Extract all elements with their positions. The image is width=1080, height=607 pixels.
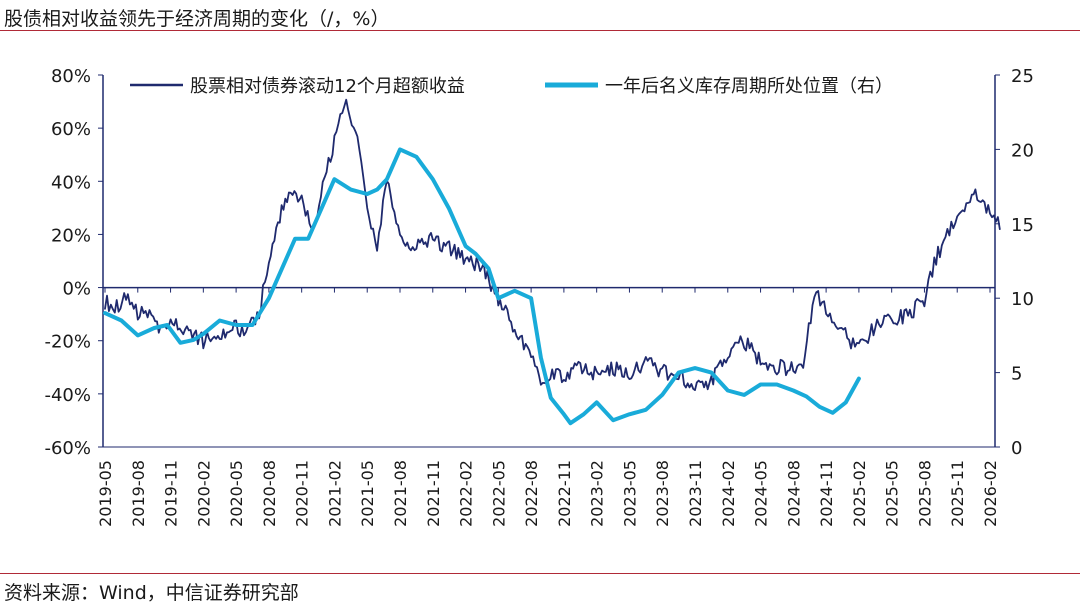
- x-tick-label: 2019-05: [96, 460, 115, 527]
- y-right-tick-label: 20: [1011, 140, 1034, 161]
- x-tick-label: 2026-02: [981, 460, 1000, 527]
- x-tick-label: 2023-02: [588, 460, 607, 527]
- y-left-tick-label: -60%: [44, 438, 91, 459]
- x-tick-label: 2023-05: [620, 460, 639, 527]
- x-tick-label: 2025-08: [915, 460, 934, 527]
- x-tick-label: 2022-05: [489, 460, 508, 527]
- top-rule: [0, 30, 1080, 31]
- series-line-excess-return: [104, 98, 1001, 391]
- y-left-tick-label: 20%: [51, 225, 91, 246]
- x-tick-label: 2022-11: [555, 460, 574, 527]
- x-tick-label: 2024-02: [719, 460, 738, 527]
- x-tick-label: 2021-02: [325, 460, 344, 527]
- x-tick-label: 2019-08: [129, 460, 148, 527]
- y-right-tick-label: 15: [1011, 215, 1034, 236]
- axes-group: -60% -40% -20% 0% 20% 40% 60% 80% 0 5 10 15 20 25 2019…: [44, 66, 1033, 527]
- x-tick-label: 2024-11: [817, 460, 836, 527]
- x-tick-label: 2019-11: [162, 460, 181, 527]
- y-right-tick-label: 25: [1011, 66, 1034, 87]
- x-tick-label: 2020-11: [293, 460, 312, 527]
- x-tick-label: 2021-08: [391, 460, 410, 527]
- bottom-rule: [0, 573, 1080, 574]
- series-line-inventory-cycle: [103, 147, 861, 426]
- x-tick-label: 2025-02: [850, 460, 869, 527]
- y-left-tick-label: -40%: [44, 385, 91, 406]
- y-left-tick-label: 60%: [51, 119, 91, 140]
- legend: 股票相对债券滚动12个月超额收益 一年后名义库存周期所处位置（右）: [130, 76, 893, 97]
- y-right-tick-label: 10: [1011, 289, 1034, 310]
- legend-label-inventory-cycle: 一年后名义库存周期所处位置（右）: [605, 76, 893, 97]
- chart-title: 股债相对收益领先于经济周期的变化（/，%）: [4, 8, 390, 30]
- legend-label-excess-return: 股票相对债券滚动12个月超额收益: [190, 76, 465, 97]
- x-tick-label: 2021-05: [358, 460, 377, 527]
- x-tick-label: 2022-02: [457, 460, 476, 527]
- x-tick-label: 2021-11: [424, 460, 443, 527]
- x-tick-label: 2020-05: [227, 460, 246, 527]
- y-left-tick-label: 80%: [51, 66, 91, 87]
- x-tick-label: 2025-05: [883, 460, 902, 527]
- x-tick-label: 2022-08: [522, 460, 541, 527]
- series-group: [103, 98, 1001, 426]
- x-tick-label: 2023-08: [653, 460, 672, 527]
- y-left-tick-label: -20%: [44, 332, 91, 353]
- y-left-tick-label: 0%: [62, 279, 91, 300]
- y-left-tick-label: 40%: [51, 172, 91, 193]
- x-tick-label: 2025-11: [948, 460, 967, 527]
- x-tick-label: 2023-11: [686, 460, 705, 527]
- source-note: 资料来源：Wind，中信证券研究部: [4, 582, 299, 604]
- x-tick-label: 2020-02: [194, 460, 213, 527]
- y-right-tick-label: 5: [1011, 364, 1022, 385]
- x-tick-label: 2024-08: [784, 460, 803, 527]
- x-tick-label: 2024-05: [752, 460, 771, 527]
- x-tick-label: 2020-08: [260, 460, 279, 527]
- y-right-tick-label: 0: [1011, 438, 1022, 459]
